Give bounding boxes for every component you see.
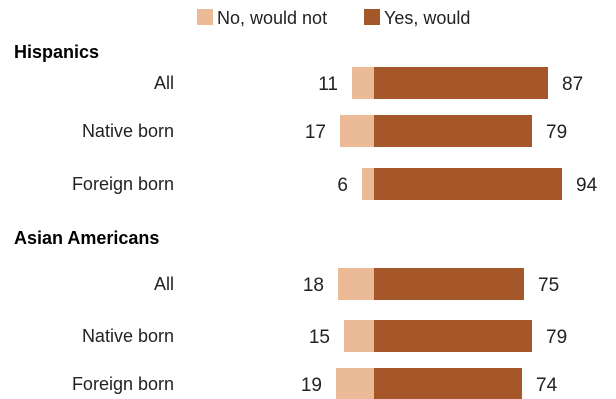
bar-no-would-not bbox=[344, 320, 374, 352]
legend-swatch-yes bbox=[364, 9, 380, 25]
value-label-no: 19 bbox=[301, 375, 322, 396]
value-label-no: 6 bbox=[337, 175, 348, 196]
value-label-yes: 79 bbox=[546, 122, 567, 143]
group-title-asian-americans: Asian Americans bbox=[14, 228, 159, 248]
value-label-no: 17 bbox=[305, 122, 326, 143]
legend-label-no: No, would not bbox=[217, 8, 327, 28]
value-label-yes: 79 bbox=[546, 327, 567, 348]
bar-no-would-not bbox=[352, 67, 374, 99]
category-label: All bbox=[154, 274, 174, 294]
category-label: Foreign born bbox=[72, 174, 174, 194]
bar-no-would-not bbox=[362, 168, 374, 200]
bar-yes-would bbox=[374, 67, 548, 99]
value-label-yes: 75 bbox=[538, 275, 559, 296]
value-label-yes: 74 bbox=[536, 375, 558, 396]
bar-yes-would bbox=[374, 168, 562, 200]
legend-swatch-no bbox=[197, 9, 213, 25]
chart-row: Native born 15 79 bbox=[82, 320, 567, 352]
value-label-yes: 94 bbox=[576, 175, 598, 196]
chart-row: All 11 87 bbox=[154, 67, 583, 99]
group-title-hispanics: Hispanics bbox=[14, 42, 99, 62]
bar-no-would-not bbox=[340, 115, 374, 147]
bar-yes-would bbox=[374, 115, 532, 147]
bar-yes-would bbox=[374, 320, 532, 352]
category-label: Native born bbox=[82, 326, 174, 346]
legend-label-yes: Yes, would bbox=[384, 8, 470, 28]
bar-no-would-not bbox=[336, 368, 374, 399]
chart-row: Native born 17 79 bbox=[82, 115, 567, 147]
bar-yes-would bbox=[374, 368, 522, 399]
value-label-yes: 87 bbox=[562, 74, 583, 95]
chart-legend: No, would not Yes, would bbox=[197, 8, 470, 28]
category-label: Native born bbox=[82, 121, 174, 141]
category-label: All bbox=[154, 73, 174, 93]
chart-row: All 18 75 bbox=[154, 268, 559, 300]
chart-row: Foreign born 6 94 bbox=[72, 168, 598, 200]
chart-rows: All 11 87 Native born 17 79 Foreign born 6 94 All… bbox=[72, 67, 598, 399]
bar-yes-would bbox=[374, 268, 524, 300]
category-label: Foreign born bbox=[72, 374, 174, 394]
value-label-no: 11 bbox=[318, 74, 338, 95]
value-label-no: 18 bbox=[303, 275, 324, 296]
chart-row: Foreign born 19 74 bbox=[72, 368, 558, 399]
value-label-no: 15 bbox=[309, 327, 330, 348]
bar-no-would-not bbox=[338, 268, 374, 300]
